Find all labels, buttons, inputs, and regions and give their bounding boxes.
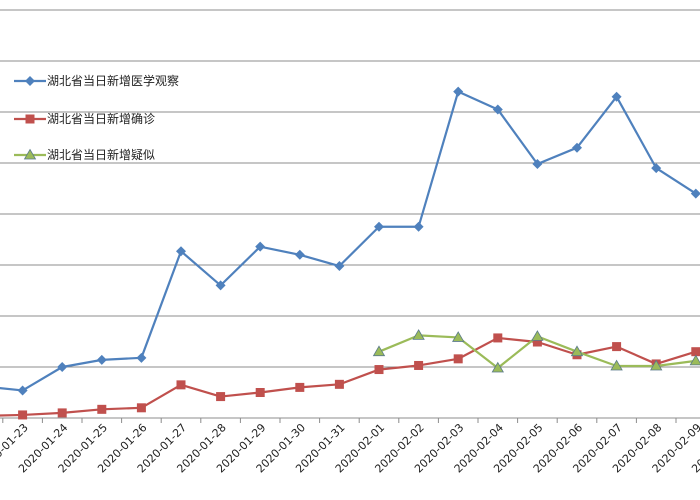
data-point-diamond (25, 76, 35, 86)
data-point-diamond (17, 385, 28, 396)
data-point-triangle (491, 361, 504, 373)
data-point-triangle (531, 330, 544, 341)
legend-item-1: 湖北省当日新增医学观察 (14, 73, 179, 88)
series-3 (372, 329, 700, 373)
gridlines (0, 9, 700, 419)
data-point-square (334, 379, 344, 389)
data-point-triangle (412, 329, 425, 340)
data-point-diamond (413, 221, 424, 232)
data-point-diamond (96, 354, 107, 365)
legend-label: 湖北省当日新增疑似 (47, 147, 155, 162)
data-point-square (97, 404, 107, 414)
data-point-square (691, 347, 700, 357)
data-point-diamond (215, 280, 226, 291)
data-point-square (136, 403, 146, 413)
legend-item-3: 湖北省当日新增疑似 (14, 147, 155, 162)
series-1 (0, 86, 700, 396)
data-point-diamond (374, 221, 384, 232)
data-point-square (18, 410, 28, 420)
legend-item-2: 湖北省当日新增确诊 (14, 111, 155, 126)
data-point-diamond (176, 246, 186, 257)
data-point-diamond (294, 249, 305, 260)
legend-label: 湖北省当日新增医学观察 (47, 73, 179, 88)
data-point-diamond (453, 86, 464, 97)
data-point-diamond (334, 261, 345, 272)
data-point-diamond (532, 159, 543, 170)
x-axis: 2020-01-222020-01-232020-01-242020-01-25… (0, 418, 700, 475)
data-point-square (453, 354, 463, 364)
data-point-square (414, 360, 424, 370)
data-point-square (295, 382, 305, 392)
data-point-diamond (651, 163, 662, 174)
data-point-square (57, 408, 67, 418)
series-line (0, 336, 697, 417)
legend-label: 湖北省当日新增确诊 (47, 111, 155, 126)
data-point-triangle (570, 345, 584, 357)
data-point-diamond (690, 188, 700, 199)
data-point-diamond (611, 91, 622, 102)
data-point-triangle (650, 359, 663, 371)
data-point-square (493, 333, 503, 343)
data-point-square (532, 337, 542, 347)
series-line (0, 90, 697, 392)
data-point-triangle (610, 359, 623, 371)
series-group (0, 86, 700, 420)
data-point-square (216, 392, 226, 402)
series-2 (0, 333, 700, 420)
data-point-square (374, 365, 384, 375)
data-point-square (176, 380, 186, 390)
data-point-square (612, 342, 622, 352)
data-point-triangle (452, 331, 465, 342)
data-point-diamond (492, 104, 503, 115)
data-point-diamond (255, 241, 266, 252)
data-point-triangle (23, 148, 37, 160)
data-point-diamond (57, 362, 68, 372)
data-point-triangle (372, 345, 386, 357)
data-point-triangle (689, 354, 700, 366)
data-point-square (25, 114, 35, 124)
data-point-diamond (572, 142, 582, 153)
data-point-square (255, 388, 265, 397)
data-point-diamond (136, 352, 147, 363)
